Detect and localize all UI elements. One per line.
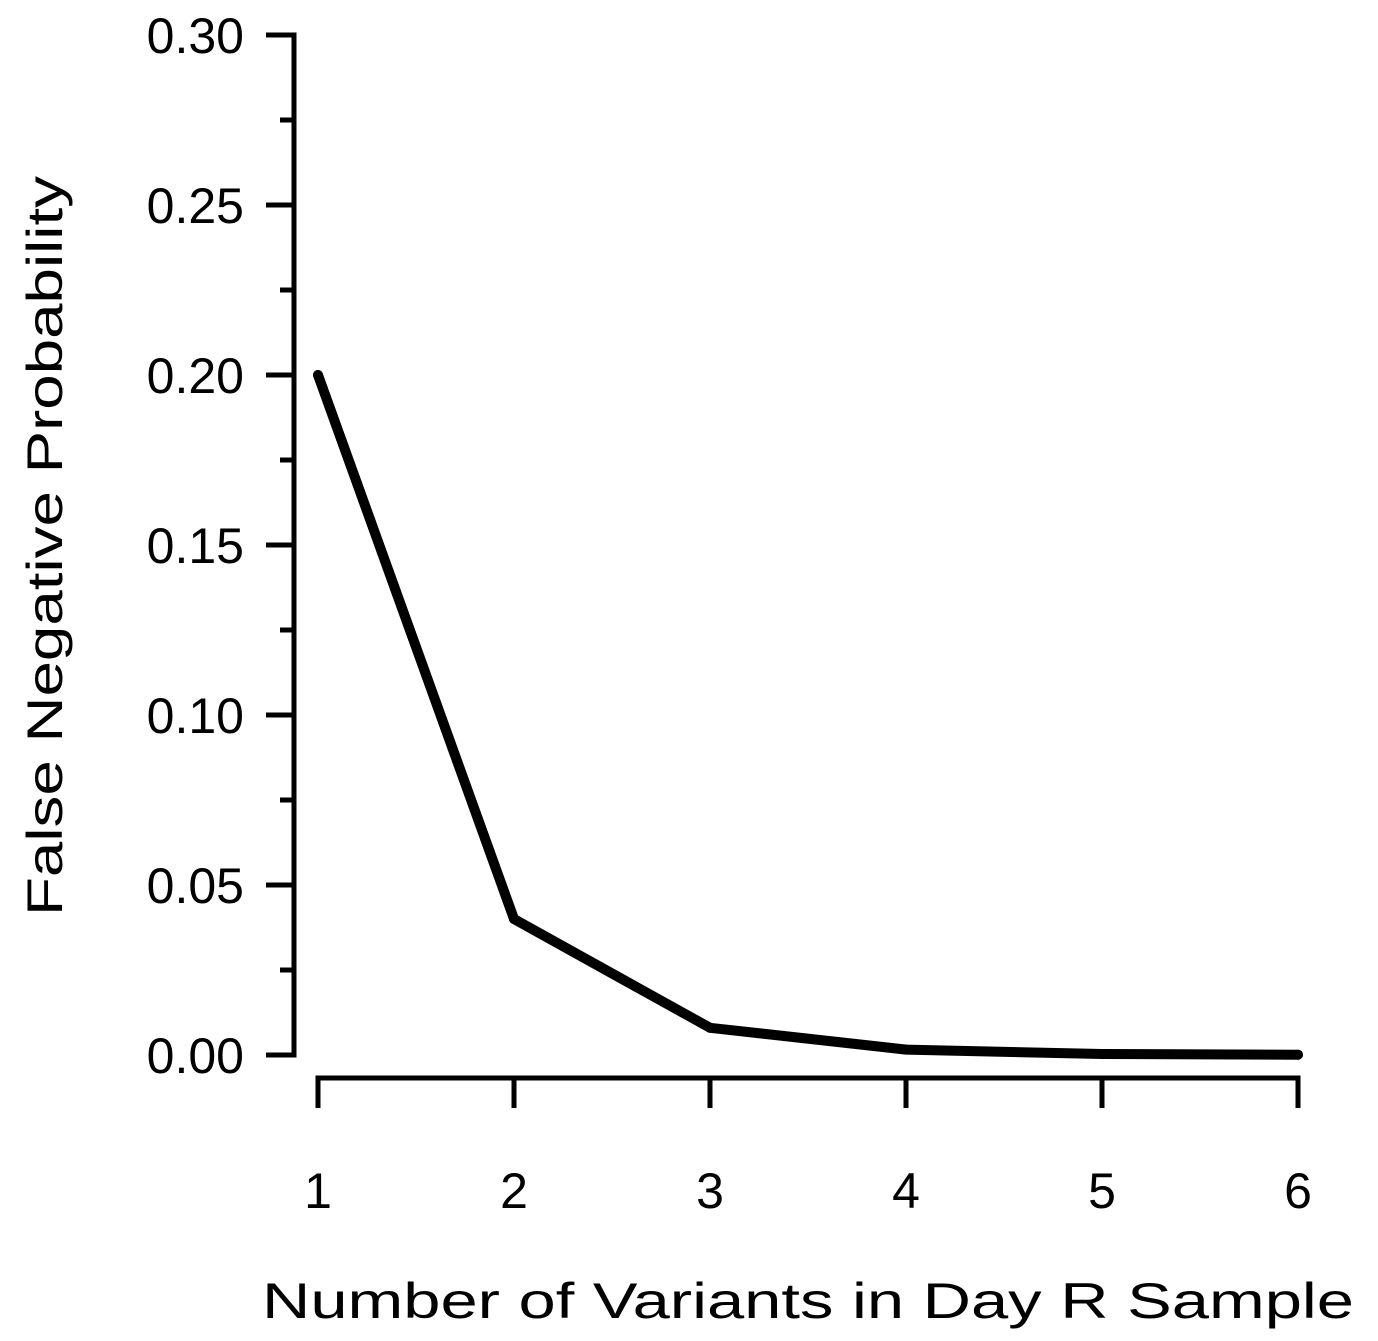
data-point — [313, 370, 323, 380]
x-tick-label: 2 — [500, 1163, 528, 1219]
y-tick-label: 0.00 — [147, 1028, 244, 1084]
y-tick-label: 0.25 — [147, 178, 244, 234]
y-tick-label: 0.20 — [147, 348, 244, 404]
data-point — [1097, 1048, 1107, 1059]
series-line — [313, 370, 1303, 1060]
y-tick-label: 0.15 — [147, 518, 244, 574]
y-axis: 0.00 0.05 0.10 0.15 0.20 0.25 0.30 — [147, 8, 297, 1084]
x-axis: 1 2 3 4 5 6 — [304, 1075, 1312, 1219]
data-point — [901, 1044, 911, 1055]
x-tick-label: 5 — [1088, 1163, 1116, 1219]
x-tick-label: 3 — [696, 1163, 724, 1219]
x-tick-label: 6 — [1284, 1163, 1312, 1219]
series-layer — [313, 370, 1303, 1060]
x-axis-title: Number of Variants in Day R Sample — [262, 1273, 1354, 1329]
y-tick-label: 0.05 — [147, 858, 244, 914]
data-point — [509, 914, 519, 924]
x-tick-label: 1 — [304, 1163, 332, 1219]
data-point — [1293, 1049, 1303, 1060]
data-point — [705, 1022, 715, 1033]
y-tick-label: 0.30 — [147, 8, 244, 64]
y-tick-label: 0.10 — [147, 688, 244, 744]
x-tick-label: 4 — [892, 1163, 920, 1219]
y-axis-title: False Negative Probability — [17, 176, 73, 916]
